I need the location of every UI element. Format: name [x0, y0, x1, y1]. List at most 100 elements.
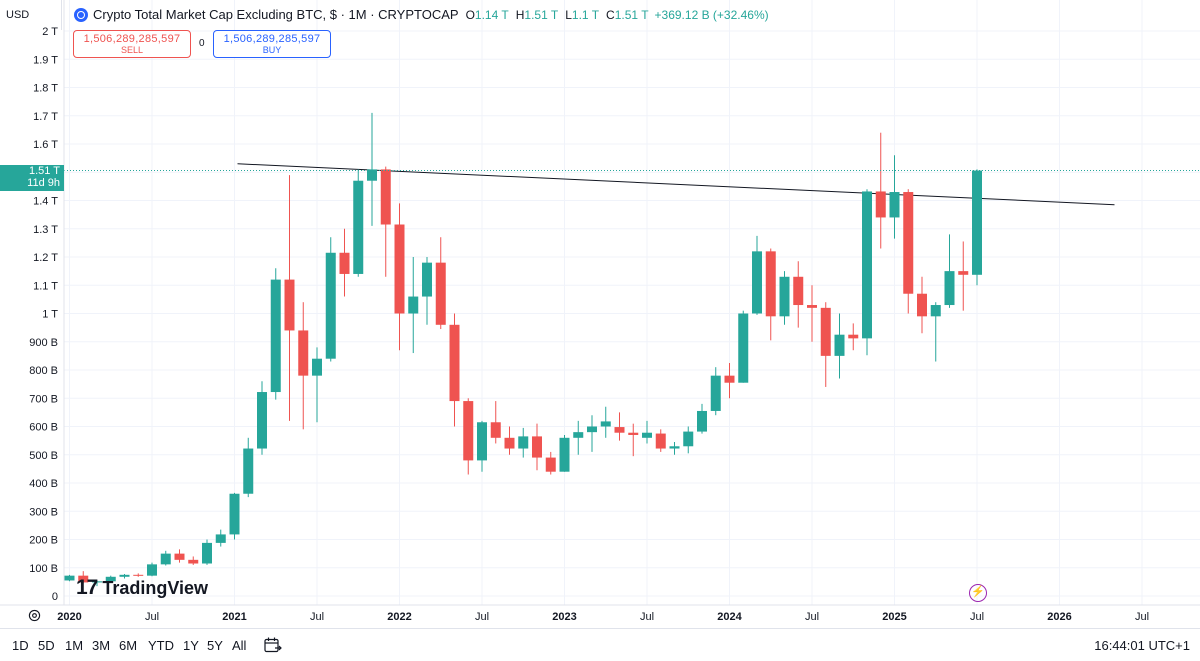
ohlc-open: O1.14 T [466, 8, 509, 22]
calendar-range-icon[interactable] [264, 637, 282, 653]
candle [325, 237, 336, 362]
candle-body [573, 432, 584, 438]
buy-price: 1,506,289,285,597 [223, 33, 321, 45]
candle [394, 203, 405, 351]
currency-selector[interactable]: USD [0, 0, 62, 30]
candle [559, 434, 570, 472]
period-1d[interactable]: 1D [12, 638, 29, 653]
symbol-legend[interactable]: Crypto Total Market Cap Excluding BTC, $… [74, 7, 769, 22]
legend-bar: USD Crypto Total Market Cap Excluding BT… [0, 0, 769, 30]
period-5d[interactable]: 5D [38, 638, 55, 653]
candle [752, 235, 762, 315]
candle [353, 169, 364, 277]
candle [463, 398, 474, 475]
candle [92, 580, 102, 587]
period-1y[interactable]: 1Y [183, 638, 199, 653]
candle-body [600, 421, 611, 427]
x-tick-label: Jul [310, 611, 324, 623]
period-all[interactable]: All [232, 638, 247, 653]
candle [147, 562, 157, 577]
candle [930, 302, 941, 362]
candle [697, 403, 707, 434]
last-price-value: 1.51 T [29, 165, 60, 177]
candle-body [683, 431, 694, 447]
last-price-label: 1.51 T 11d 9h [0, 165, 64, 191]
candle [78, 571, 89, 584]
period-6m[interactable]: 6M [119, 638, 138, 653]
price-chart[interactable]: 0 100 B 200 B 300 B 400 B 500 B 600 B 700 B 800 … [0, 0, 1200, 628]
candle [422, 257, 432, 325]
candle-body [119, 574, 130, 577]
candle [944, 234, 955, 308]
candle [958, 241, 969, 311]
period-5y[interactable]: 5Y [207, 638, 223, 653]
candle [683, 426, 694, 454]
candle-body [779, 276, 790, 317]
x-tick-label: 2021 [222, 611, 246, 623]
y-axis[interactable]: 0 100 B 200 B 300 B 400 B 500 B 600 B 700 B 800 … [29, 0, 65, 605]
ohlc-open-value: 1.14 T [474, 7, 509, 22]
bar-countdown: 11d 9h [27, 177, 60, 189]
candle-body [628, 432, 639, 435]
candle-body [614, 427, 625, 433]
tradingview-logo-text: TradingView [102, 577, 209, 598]
candle [587, 415, 597, 452]
tradingview-logo-icon: 17 [76, 576, 98, 599]
candle-body [257, 392, 267, 449]
candles [64, 112, 982, 587]
candle [312, 347, 322, 423]
x-tick-label: Jul [1135, 611, 1149, 623]
candle-body [147, 564, 157, 576]
candle-body [78, 575, 89, 583]
candle [408, 257, 419, 354]
candle [532, 423, 542, 471]
period-3m[interactable]: 3M [92, 638, 111, 653]
period-ytd[interactable]: YTD [148, 638, 174, 653]
candle-body [367, 169, 377, 181]
candle-body [655, 433, 666, 449]
candle-body [504, 437, 515, 449]
tradingview-logo[interactable]: 17 TradingView [76, 576, 208, 600]
candle-body [958, 271, 969, 275]
candle [903, 189, 914, 314]
symbol-title: Crypto Total Market Cap Excluding BTC, $… [93, 7, 459, 22]
candle-body [820, 307, 831, 356]
settings-icon[interactable] [28, 609, 41, 622]
candle-body [972, 170, 982, 275]
candle [518, 427, 529, 458]
candle-body [875, 191, 886, 218]
y-tick-label: 1.1 T [33, 280, 58, 292]
period-1m[interactable]: 1M [65, 638, 84, 653]
candle-body [202, 542, 212, 564]
x-axis[interactable]: 2020 Jul 2021 Jul 2022 Jul 2023 Jul 2024 Jul 2025 J… [0, 604, 1200, 623]
event-lightning-icon[interactable]: ⚡ [969, 584, 987, 602]
candle-body [408, 296, 419, 314]
y-tick-label: 300 B [29, 506, 58, 518]
buy-button[interactable]: 1,506,289,285,597 BUY [213, 30, 331, 58]
clock-timezone[interactable]: 16:44:01 UTC+1 [1094, 638, 1190, 653]
candle [490, 401, 501, 444]
x-tick-label: Jul [640, 611, 654, 623]
candle-body [944, 271, 955, 306]
y-tick-label: 1 T [42, 309, 58, 321]
candle-body [587, 426, 597, 433]
candle [834, 313, 845, 379]
y-tick-label: 1.8 T [33, 83, 58, 95]
candle-body [463, 401, 474, 461]
candle-body [738, 313, 749, 383]
y-tick-label: 100 B [29, 563, 58, 575]
ohlc-high-key: H [515, 7, 525, 22]
candle [380, 166, 391, 277]
candle [614, 412, 625, 441]
sell-button[interactable]: 1,506,289,285,597 SELL [73, 30, 191, 58]
candle [435, 237, 446, 330]
candle [270, 268, 281, 400]
candle [188, 556, 199, 565]
candle [449, 313, 460, 427]
candle-body [930, 305, 941, 317]
ohlc-high: H1.51 T [516, 8, 558, 22]
y-tick-label: 1.9 T [33, 54, 58, 66]
candle [889, 155, 900, 239]
candle [600, 406, 611, 438]
y-tick-label: 1.2 T [33, 252, 58, 264]
